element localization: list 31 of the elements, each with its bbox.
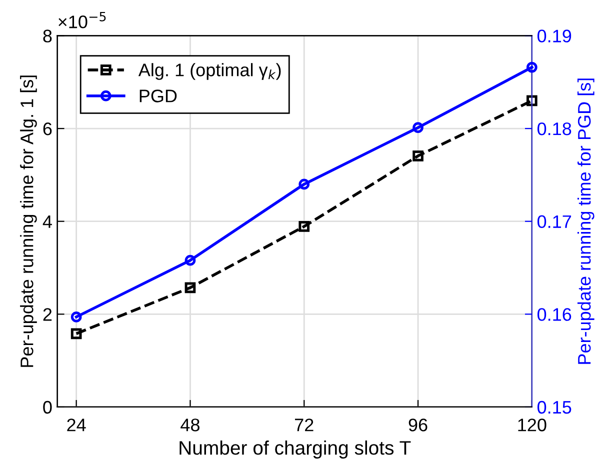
y-tick-label: 8 bbox=[43, 30, 52, 42]
x-tick-label: 48 bbox=[180, 418, 200, 432]
y-axis-title: Per-update running time for Alg. 1 [s] bbox=[20, 76, 37, 367]
y2-tick-label: 0.15 bbox=[537, 400, 572, 414]
x-tick-label: 72 bbox=[295, 418, 314, 432]
point bbox=[412, 150, 424, 162]
point bbox=[298, 221, 310, 232]
legend-label: Alg. 1 (optimal γ$_{k}$) bbox=[138, 63, 281, 80]
point bbox=[70, 312, 82, 322]
x-axis-title: Number of charging slots T bbox=[180, 440, 411, 459]
y2-tick-label: 0.19 bbox=[537, 30, 572, 42]
point bbox=[412, 122, 424, 134]
text: ×10$^{−5}$ bbox=[58, 12, 106, 28]
x-tick-label: 24 bbox=[67, 418, 86, 432]
y2-axis-title: Per-update running time for PGD [s] bbox=[577, 78, 594, 364]
x-tick-label: 120 bbox=[518, 418, 546, 432]
x-tick-label: 96 bbox=[408, 418, 428, 432]
point bbox=[184, 254, 196, 266]
y-tick-label: 6 bbox=[43, 122, 52, 136]
y2-tick-label: 0.16 bbox=[537, 308, 572, 321]
point bbox=[526, 62, 538, 73]
point bbox=[184, 282, 196, 294]
y-tick-label: 0 bbox=[43, 400, 52, 414]
legend-label: PGD bbox=[140, 90, 177, 102]
y2-tick-label: 0.18 bbox=[537, 122, 572, 136]
point bbox=[70, 328, 82, 340]
point bbox=[526, 95, 538, 106]
y-tick-label: 2 bbox=[43, 308, 52, 321]
point bbox=[298, 178, 310, 190]
y-tick-label: 4 bbox=[42, 215, 52, 228]
y2-tick-label: 0.17 bbox=[537, 215, 572, 228]
